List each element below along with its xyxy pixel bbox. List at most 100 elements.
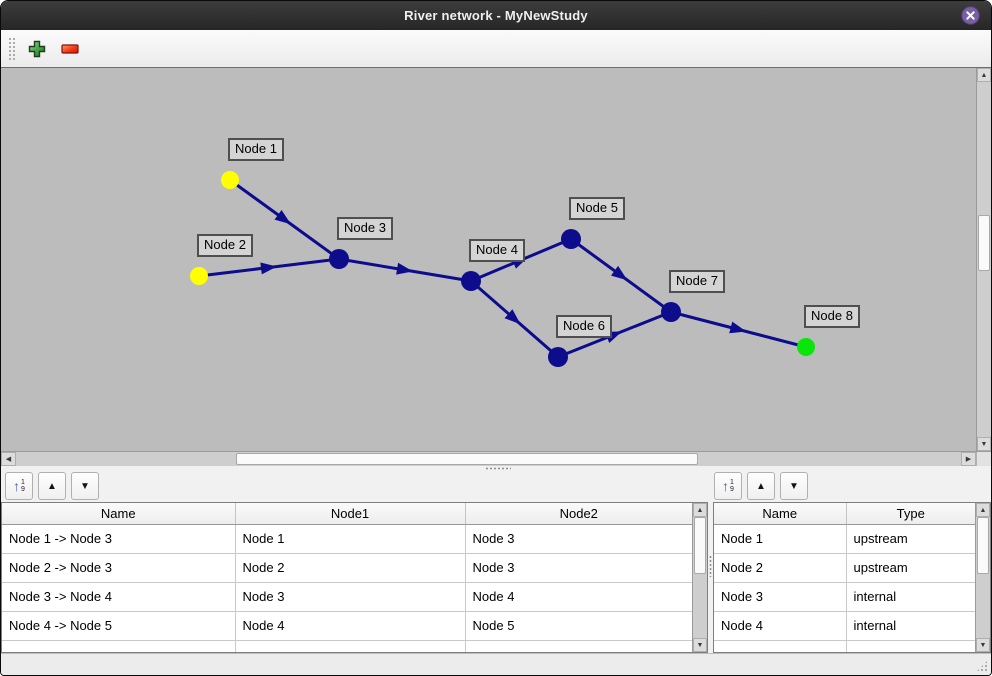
table-cell[interactable]: Node 1 (714, 524, 847, 554)
edge-node-3-node-4[interactable] (338, 257, 472, 283)
table-cell-empty (846, 640, 975, 652)
move-row-up-button[interactable]: ▲ (747, 472, 775, 500)
node-label-node-6[interactable]: Node 6 (556, 315, 612, 338)
table-cell[interactable]: Node 4 (714, 611, 847, 641)
table-cell[interactable]: Node 4 (235, 611, 466, 641)
canvas-vertical-scrollbar[interactable]: ▲ ▼ (976, 68, 991, 451)
add-node-button[interactable] (24, 36, 50, 62)
node-label-node-5[interactable]: Node 5 (569, 197, 625, 220)
table-cell[interactable]: Node 3 (714, 582, 847, 612)
nodes-table: Name Type Node 1 upstream Node 2 upstream No… (713, 502, 991, 653)
down-triangle-icon: ▼ (789, 480, 799, 492)
scroll-down-icon: ▼ (979, 641, 987, 649)
table-row[interactable]: Node 1 upstream (714, 524, 975, 554)
column-header-node2: Node2 (465, 503, 692, 525)
table-vscroll-thumb[interactable] (977, 517, 989, 574)
node-node-3[interactable] (329, 249, 349, 269)
node-node-7[interactable] (661, 302, 681, 322)
node-node-2[interactable] (190, 267, 208, 285)
node-label-node-3[interactable]: Node 3 (337, 217, 393, 240)
table-row[interactable]: Node 1 -> Node 3 Node 1 Node 3 (2, 524, 692, 554)
reaches-table-scrollbar[interactable]: ▲ ▼ (692, 503, 707, 652)
scroll-down-button[interactable]: ▼ (693, 638, 707, 652)
node-label-node-1[interactable]: Node 1 (228, 138, 284, 161)
canvas-vscroll-thumb[interactable] (978, 215, 990, 271)
node-label-node-7[interactable]: Node 7 (669, 270, 725, 293)
scroll-down-button[interactable]: ▼ (977, 437, 991, 451)
node-label-node-8[interactable]: Node 8 (804, 305, 860, 328)
table-cell[interactable]: Node 2 (714, 553, 847, 583)
column-header-name: Name (714, 503, 847, 525)
edge-node-7-node-8[interactable] (670, 310, 807, 349)
table-cell[interactable]: Node 4 -> Node 5 (2, 611, 236, 641)
node-node-5[interactable] (561, 229, 581, 249)
canvas-horizontal-scrollbar[interactable]: ◀ ▶ (1, 451, 991, 466)
table-row[interactable]: Node 4 internal (714, 611, 975, 641)
hscroll-track[interactable] (16, 452, 961, 466)
column-header-type: Type (846, 503, 975, 525)
node-node-8[interactable] (797, 338, 815, 356)
table-cell[interactable]: Node 2 -> Node 3 (2, 553, 236, 583)
table-vscroll-thumb[interactable] (694, 517, 706, 574)
table-cell[interactable]: upstream (846, 524, 975, 554)
table-cell[interactable]: Node 4 (465, 582, 692, 612)
table-cell[interactable]: upstream (846, 553, 975, 583)
table-row[interactable]: Node 2 upstream (714, 553, 975, 583)
table-cell-empty (235, 640, 466, 652)
table-splitter[interactable] (708, 502, 713, 653)
edge-node-5-node-7[interactable] (570, 237, 672, 314)
table-cell[interactable]: Node 2 (235, 553, 466, 583)
network-canvas[interactable]: Node 1 Node 2 Node 3 Node 4 Node 5 Node 6 Node… (1, 68, 991, 451)
node-node-4[interactable] (461, 271, 481, 291)
edge-node-2-node-3[interactable] (198, 257, 340, 278)
table-cell[interactable]: Node 5 (465, 611, 692, 641)
table-cell[interactable]: Node 1 (235, 524, 466, 554)
edge-node-4-node-6[interactable] (470, 279, 559, 359)
node-node-1[interactable] (221, 171, 239, 189)
table-row[interactable]: Node 3 internal (714, 582, 975, 612)
move-row-up-button[interactable]: ▲ (38, 472, 66, 500)
resize-grip-icon[interactable] (976, 660, 988, 672)
node-label-node-2[interactable]: Node 2 (197, 234, 253, 257)
edge-node-1-node-3[interactable] (229, 178, 340, 261)
scroll-up-button[interactable]: ▲ (976, 503, 990, 517)
table-cell[interactable]: Node 3 (465, 553, 692, 583)
table-cell-empty (2, 640, 236, 652)
close-icon (961, 6, 980, 25)
table-cell[interactable]: Node 3 (465, 524, 692, 554)
move-row-down-button[interactable]: ▼ (71, 472, 99, 500)
panel-splitter[interactable] (1, 466, 991, 470)
hscroll-thumb[interactable] (236, 453, 698, 465)
table-cell[interactable]: Node 1 -> Node 3 (2, 524, 236, 554)
scroll-right-button[interactable]: ▶ (961, 452, 976, 466)
delete-button[interactable] (57, 36, 83, 62)
column-header-node1: Node1 (235, 503, 466, 525)
toolbar-drag-handle[interactable] (7, 35, 15, 62)
table-row[interactable]: Node 3 -> Node 4 Node 3 Node 4 (2, 582, 692, 612)
node-node-6[interactable] (548, 347, 568, 367)
table-cell[interactable]: internal (846, 611, 975, 641)
scroll-left-button[interactable]: ◀ (1, 452, 16, 466)
scroll-up-button[interactable]: ▲ (977, 68, 991, 82)
scroll-down-button[interactable]: ▼ (976, 638, 990, 652)
scroll-up-button[interactable]: ▲ (693, 503, 707, 517)
table-cell[interactable]: internal (846, 582, 975, 612)
edge-node-6-node-7[interactable] (557, 310, 672, 359)
down-triangle-icon: ▼ (80, 480, 90, 492)
move-row-down-button[interactable]: ▼ (780, 472, 808, 500)
titlebar[interactable]: River network - MyNewStudy (1, 1, 991, 30)
scroll-down-icon: ▼ (980, 440, 988, 448)
close-button[interactable] (961, 6, 980, 25)
scrollbar-corner (976, 452, 991, 466)
node-label-node-4[interactable]: Node 4 (469, 239, 525, 262)
table-row[interactable]: Node 2 -> Node 3 Node 2 Node 3 (2, 553, 692, 583)
scroll-up-icon: ▲ (696, 506, 704, 514)
table-cell[interactable]: Node 3 -> Node 4 (2, 582, 236, 612)
table-row[interactable]: Node 4 -> Node 5 Node 4 Node 5 (2, 611, 692, 641)
nodes-table-scrollbar[interactable]: ▲ ▼ (975, 503, 990, 652)
table-cell[interactable]: Node 3 (235, 582, 466, 612)
